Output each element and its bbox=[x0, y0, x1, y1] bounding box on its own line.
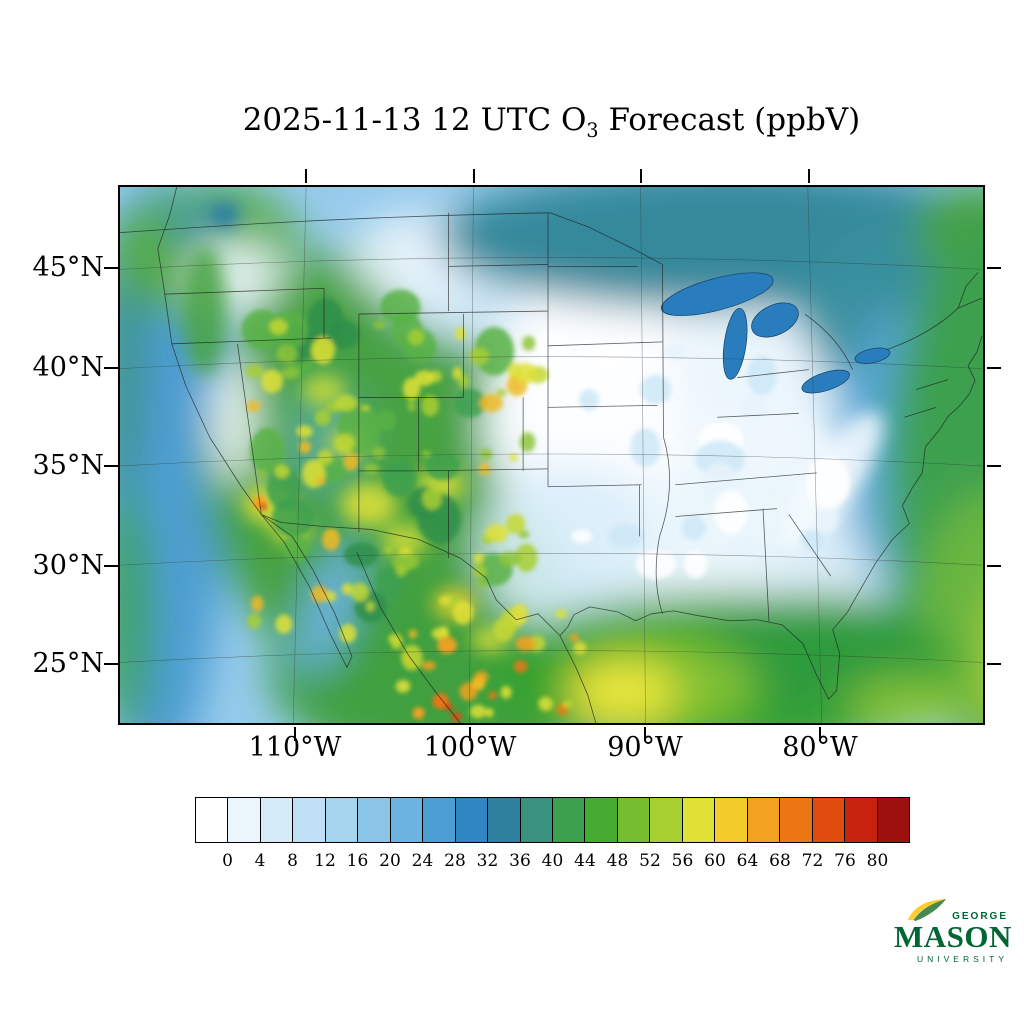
lake-huron bbox=[751, 302, 799, 338]
title-text-suffix: Forecast (ppbV) bbox=[598, 102, 861, 138]
colorbar-cell bbox=[357, 797, 391, 843]
colorbar-cell bbox=[324, 797, 359, 843]
great-lakes bbox=[660, 272, 891, 394]
axis-tick bbox=[987, 267, 1001, 269]
axis-tick bbox=[987, 565, 1001, 567]
speckle-layer bbox=[241, 289, 851, 723]
plot-title: 2025-11-13 12 UTC O3 Forecast (ppbV) bbox=[118, 102, 985, 142]
axis-tick bbox=[644, 727, 646, 741]
colorbar-labels: 0 4 8 12 16 20 24 28 32 36 40 44 48 52 56 60 64 68 72 76 80 bbox=[195, 851, 910, 873]
axis-tick bbox=[640, 169, 642, 183]
colorbar-tick-label: 80 bbox=[866, 851, 889, 871]
axis-tick bbox=[469, 727, 471, 741]
lon-tick-label: 100°W bbox=[423, 732, 517, 763]
colorbar-cell bbox=[259, 797, 294, 843]
colorbar-cell bbox=[519, 797, 553, 843]
colorbar-cell bbox=[616, 797, 651, 843]
colorbar-cell bbox=[584, 797, 618, 843]
colorbar-tick-label: 4 bbox=[254, 851, 266, 871]
lake-erie bbox=[801, 369, 850, 394]
colorbar-tick-label: 56 bbox=[671, 851, 694, 871]
lake-superior bbox=[660, 272, 774, 316]
colorbar-cell bbox=[811, 797, 846, 843]
colorbar-cell bbox=[681, 797, 716, 843]
colorbar-tick-label: 32 bbox=[476, 851, 499, 871]
colorbar-tick-label: 64 bbox=[736, 851, 759, 871]
gmu-logo-top: GEORGE bbox=[894, 898, 1008, 922]
colorbar-cell bbox=[714, 797, 748, 843]
colorbar-cell bbox=[551, 797, 586, 843]
axis-tick bbox=[987, 465, 1001, 467]
colorbar-tick-label: 24 bbox=[411, 851, 434, 871]
axis-tick bbox=[104, 367, 118, 369]
colorbar-tick-label: 0 bbox=[222, 851, 233, 871]
colorbar-cell bbox=[844, 797, 878, 843]
colorbar-cell bbox=[292, 797, 326, 843]
map-frame bbox=[118, 185, 985, 725]
lat-tick-label: 35°N bbox=[32, 450, 104, 481]
colorbar-cell bbox=[487, 797, 521, 843]
colorbar-tick-label: 48 bbox=[606, 851, 629, 871]
lat-tick-label: 40°N bbox=[32, 352, 104, 383]
title-subscript: 3 bbox=[586, 119, 599, 143]
colorbar-cell bbox=[454, 797, 489, 843]
title-text-prefix: 2025-11-13 12 UTC O bbox=[242, 102, 587, 138]
gmu-logo-university: UNIVERSITY bbox=[916, 954, 1008, 965]
gmu-logo-george: GEORGE bbox=[952, 911, 1008, 922]
colorbar-tick-label: 36 bbox=[509, 851, 531, 871]
colorbar-tick-label: 76 bbox=[834, 851, 856, 871]
graticule bbox=[120, 187, 983, 723]
colorbar-cell bbox=[389, 797, 424, 843]
leaf-icon bbox=[907, 898, 947, 922]
axis-tick bbox=[473, 169, 475, 183]
axis-tick bbox=[819, 727, 821, 741]
axis-tick bbox=[104, 465, 118, 467]
lake-ontario bbox=[854, 347, 891, 364]
colorbar-tick-label: 68 bbox=[769, 851, 791, 871]
axis-tick bbox=[987, 367, 1001, 369]
colorbar-tick-label: 40 bbox=[541, 851, 564, 871]
axis-tick bbox=[294, 727, 296, 741]
colorbar-cell bbox=[876, 797, 910, 843]
axis-tick bbox=[987, 663, 1001, 665]
colorbar-tick-label: 44 bbox=[574, 851, 596, 871]
lat-tick-label: 45°N bbox=[32, 252, 104, 283]
colorbar-tick-label: 20 bbox=[379, 851, 401, 871]
colorbar-cell bbox=[195, 797, 229, 843]
colorbar-tick-label: 16 bbox=[346, 851, 369, 871]
lon-tick-label: 90°W bbox=[607, 732, 683, 763]
colorbar-tick-label: 52 bbox=[639, 851, 661, 871]
gmu-logo: GEORGE MASON UNIVERSITY bbox=[894, 898, 1012, 965]
forecast-map bbox=[120, 187, 983, 723]
colorbar-tick-label: 28 bbox=[444, 851, 466, 871]
lat-tick-label: 25°N bbox=[32, 648, 104, 679]
axis-tick bbox=[808, 169, 810, 183]
colorbar-tick-label: 60 bbox=[704, 851, 726, 871]
state-borders bbox=[120, 187, 983, 723]
lat-tick-label: 30°N bbox=[32, 550, 104, 581]
gmu-logo-mason: MASON bbox=[894, 919, 1012, 954]
colorbar-cell bbox=[649, 797, 683, 843]
colorbar-cell bbox=[746, 797, 781, 843]
colorbar-tick-label: 12 bbox=[314, 851, 336, 871]
axis-tick bbox=[104, 565, 118, 567]
colorbar-tick-label: 8 bbox=[287, 851, 298, 871]
colorbar-cell bbox=[779, 797, 813, 843]
lon-tick-label: 110°W bbox=[248, 732, 342, 763]
lake-michigan bbox=[722, 308, 748, 380]
colorbar-cell bbox=[422, 797, 456, 843]
colorbar bbox=[195, 797, 910, 843]
axis-tick bbox=[104, 267, 118, 269]
axis-tick bbox=[104, 663, 118, 665]
colorbar-tick-label: 72 bbox=[801, 851, 824, 871]
lon-tick-label: 80°W bbox=[782, 732, 858, 763]
colorbar-cell bbox=[227, 797, 261, 843]
axis-tick bbox=[305, 169, 307, 183]
